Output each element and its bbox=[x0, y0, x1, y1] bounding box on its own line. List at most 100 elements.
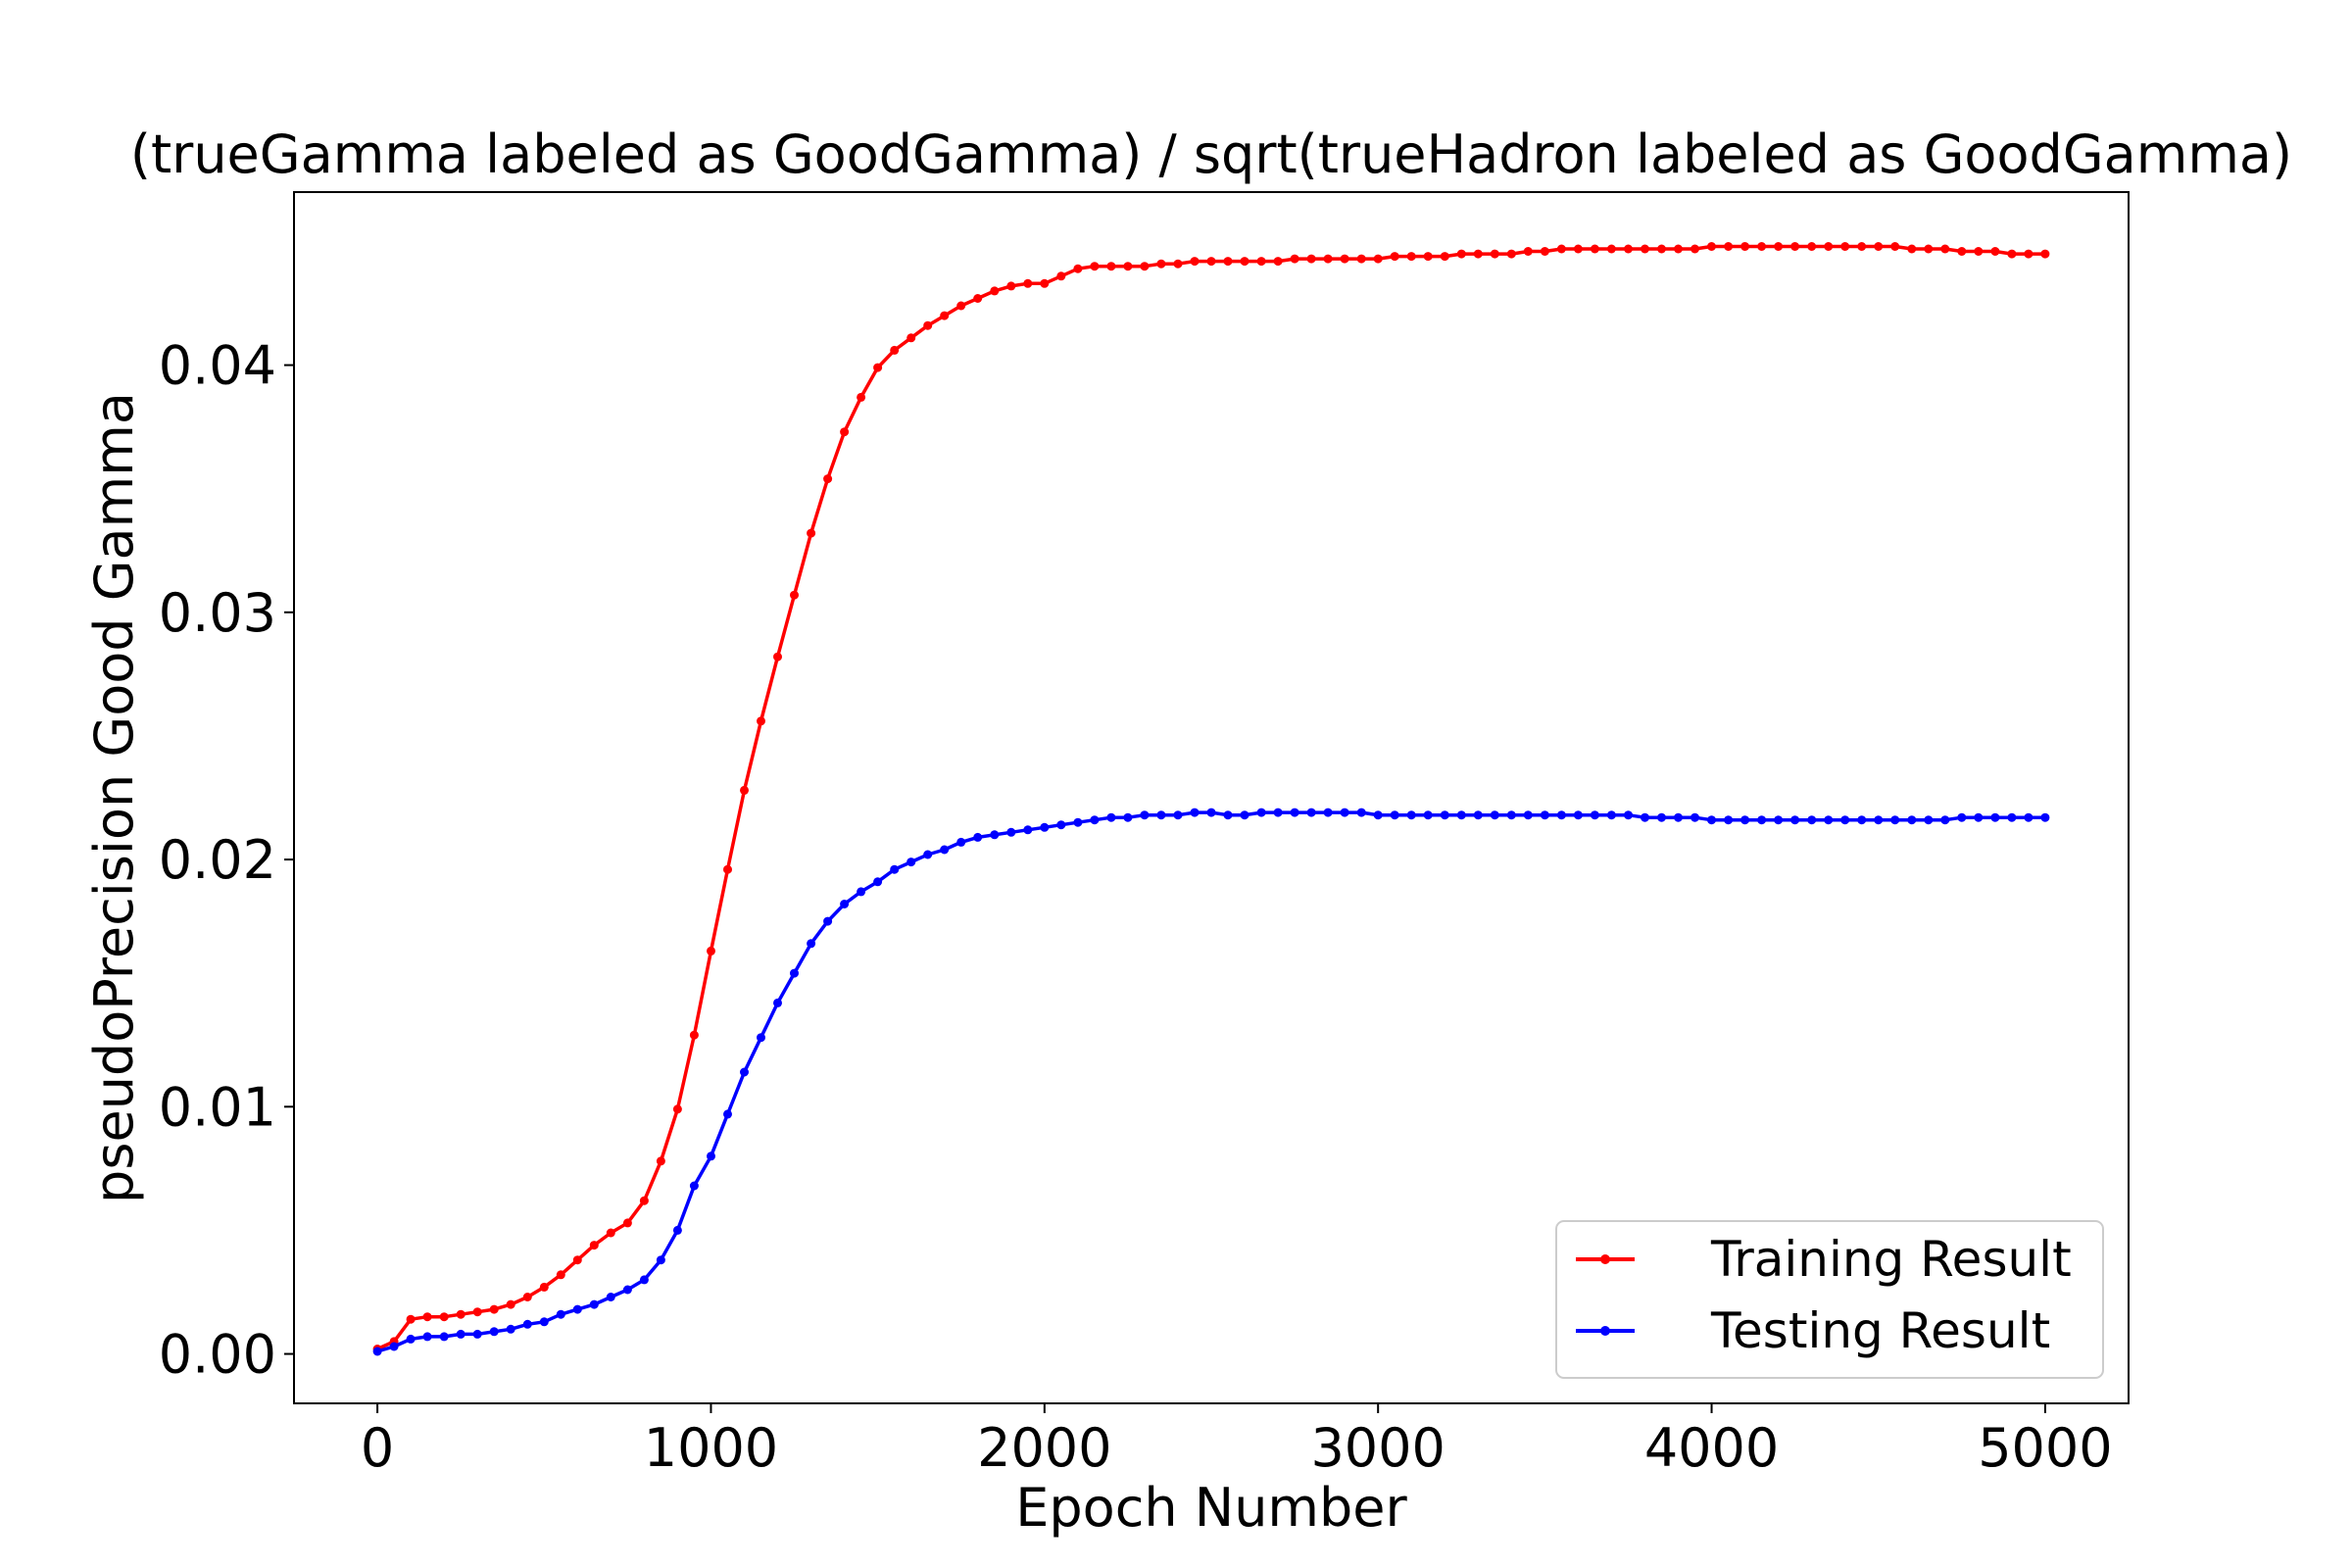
data-point-training-result bbox=[2040, 249, 2050, 259]
x-axis-label: Epoch Number bbox=[1015, 1477, 1407, 1539]
data-point-testing-result bbox=[873, 877, 883, 887]
data-point-training-result bbox=[2024, 249, 2034, 259]
data-point-testing-result bbox=[572, 1304, 582, 1314]
data-point-training-result bbox=[422, 1312, 432, 1322]
data-point-training-result bbox=[1624, 244, 1633, 254]
axes-frame bbox=[293, 191, 2130, 1404]
data-point-training-result bbox=[572, 1255, 582, 1265]
data-point-testing-result bbox=[1957, 812, 1967, 822]
data-point-training-result bbox=[1356, 254, 1366, 264]
data-point-testing-result bbox=[372, 1347, 382, 1356]
data-point-training-result bbox=[1540, 247, 1549, 256]
data-point-training-result bbox=[439, 1312, 449, 1322]
data-point-testing-result bbox=[757, 1033, 765, 1043]
data-point-testing-result bbox=[1106, 812, 1116, 822]
data-point-training-result bbox=[1590, 244, 1599, 254]
data-point-testing-result bbox=[689, 1181, 699, 1191]
data-point-training-result bbox=[1190, 257, 1200, 267]
data-point-training-result bbox=[1724, 242, 1734, 251]
data-point-testing-result bbox=[1356, 808, 1366, 817]
data-point-training-result bbox=[1223, 257, 1233, 267]
data-point-testing-result bbox=[1440, 810, 1449, 820]
data-point-training-result bbox=[1657, 244, 1666, 254]
data-point-training-result bbox=[1840, 242, 1850, 251]
data-point-training-result bbox=[1256, 257, 1266, 267]
data-point-testing-result bbox=[1740, 815, 1750, 825]
data-point-training-result bbox=[1373, 254, 1383, 264]
data-point-testing-result bbox=[2007, 812, 2017, 822]
data-point-training-result bbox=[1040, 278, 1050, 288]
data-point-testing-result bbox=[489, 1327, 499, 1337]
data-point-testing-result bbox=[1674, 812, 1683, 822]
data-point-testing-result bbox=[1206, 808, 1216, 817]
data-point-testing-result bbox=[456, 1329, 466, 1339]
data-point-testing-result bbox=[589, 1299, 599, 1309]
data-point-testing-result bbox=[923, 850, 933, 859]
data-point-training-result bbox=[1490, 249, 1499, 259]
data-point-training-result bbox=[1907, 244, 1917, 254]
data-point-training-result bbox=[707, 946, 715, 956]
data-point-training-result bbox=[1273, 257, 1283, 267]
data-point-training-result bbox=[1790, 242, 1800, 251]
data-point-training-result bbox=[506, 1299, 515, 1309]
data-point-testing-result bbox=[1573, 810, 1583, 820]
data-point-training-result bbox=[857, 392, 866, 402]
data-point-training-result bbox=[1974, 247, 1984, 256]
y-tick-label: 0.01 bbox=[159, 1076, 276, 1138]
data-point-testing-result bbox=[1840, 815, 1850, 825]
data-point-testing-result bbox=[1090, 815, 1100, 825]
data-point-testing-result bbox=[1606, 810, 1616, 820]
data-point-testing-result bbox=[1240, 810, 1250, 820]
data-point-training-result bbox=[1240, 257, 1250, 267]
data-point-testing-result bbox=[807, 939, 816, 949]
data-point-testing-result bbox=[1657, 812, 1666, 822]
data-point-testing-result bbox=[1006, 827, 1016, 837]
data-point-testing-result bbox=[1306, 808, 1316, 817]
data-point-training-result bbox=[622, 1218, 632, 1228]
data-point-training-result bbox=[606, 1228, 615, 1238]
data-point-training-result bbox=[890, 345, 900, 355]
data-point-training-result bbox=[973, 294, 983, 303]
data-point-training-result bbox=[639, 1196, 649, 1205]
data-point-testing-result bbox=[1590, 810, 1599, 820]
data-point-testing-result bbox=[1223, 810, 1233, 820]
data-point-testing-result bbox=[1624, 810, 1633, 820]
x-tick-label: 2000 bbox=[977, 1417, 1111, 1479]
data-point-testing-result bbox=[1490, 810, 1499, 820]
data-point-testing-result bbox=[823, 916, 833, 926]
data-point-testing-result bbox=[606, 1293, 615, 1301]
data-point-training-result bbox=[556, 1270, 565, 1280]
data-point-testing-result bbox=[773, 998, 782, 1007]
data-point-testing-result bbox=[1774, 815, 1784, 825]
data-point-training-result bbox=[757, 716, 765, 726]
data-point-training-result bbox=[1340, 254, 1349, 264]
data-point-training-result bbox=[689, 1030, 699, 1040]
data-point-testing-result bbox=[1506, 810, 1516, 820]
data-point-testing-result bbox=[1690, 812, 1699, 822]
data-point-testing-result bbox=[1907, 815, 1917, 825]
data-point-training-result bbox=[1306, 254, 1316, 264]
data-point-training-result bbox=[1957, 247, 1967, 256]
data-point-training-result bbox=[1473, 249, 1483, 259]
data-point-training-result bbox=[1056, 271, 1066, 281]
data-point-testing-result bbox=[1073, 817, 1083, 827]
y-tick-label: 0.03 bbox=[159, 582, 276, 644]
data-point-testing-result bbox=[1323, 808, 1333, 817]
data-point-training-result bbox=[740, 785, 749, 795]
data-point-testing-result bbox=[1040, 822, 1050, 832]
data-point-training-result bbox=[522, 1293, 532, 1301]
data-point-testing-result bbox=[622, 1285, 632, 1295]
data-point-testing-result bbox=[940, 845, 950, 855]
data-point-testing-result bbox=[707, 1152, 715, 1161]
data-point-testing-result bbox=[1757, 815, 1767, 825]
data-point-testing-result bbox=[1056, 820, 1066, 830]
data-point-testing-result bbox=[1140, 810, 1150, 820]
data-point-testing-result bbox=[1874, 815, 1884, 825]
data-point-training-result bbox=[923, 320, 933, 330]
data-point-training-result bbox=[656, 1156, 665, 1166]
data-point-training-result bbox=[1456, 249, 1466, 259]
data-point-testing-result bbox=[1540, 810, 1549, 820]
data-point-training-result bbox=[672, 1104, 682, 1114]
data-point-testing-result bbox=[956, 837, 966, 847]
data-point-training-result bbox=[1807, 242, 1817, 251]
